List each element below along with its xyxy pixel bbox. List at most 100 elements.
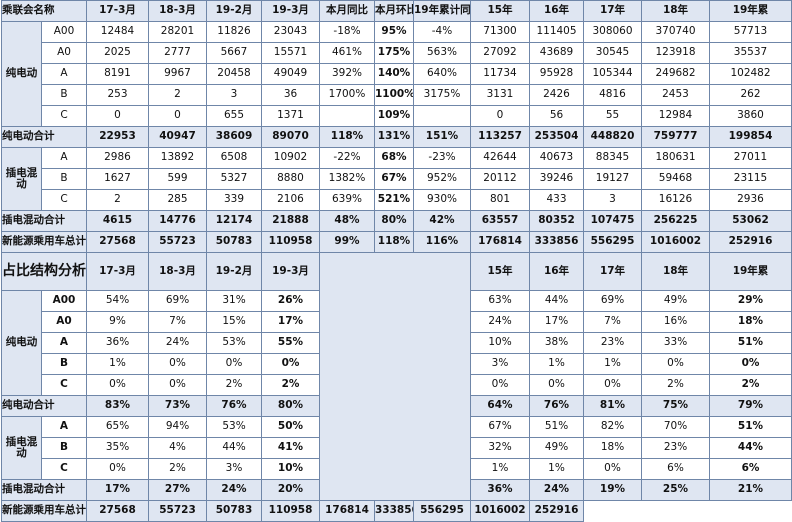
row-label: A: [41, 147, 87, 169]
share-title: 占比结构分析: [1, 252, 87, 291]
share-cell: 0%: [709, 353, 792, 375]
data-cell: 123918: [641, 42, 710, 64]
data-cell: 107475: [583, 210, 642, 232]
share-cell: 556295: [413, 500, 471, 522]
data-cell: 5327: [206, 168, 262, 190]
share-cell: 23%: [583, 332, 642, 354]
share-cell: 24%: [470, 311, 530, 333]
share-cell: 0%: [583, 458, 642, 480]
share-cell: 1016002: [470, 500, 530, 522]
row-label: C: [41, 189, 87, 211]
share-cell: 38%: [529, 332, 584, 354]
data-cell: 68%: [374, 147, 414, 169]
share-cell: 63%: [470, 290, 530, 312]
column-header: 19-3月: [261, 0, 320, 22]
column-header: 18-3月: [148, 0, 207, 22]
data-cell: 20112: [470, 168, 530, 190]
data-cell: 118%: [319, 126, 375, 148]
data-cell: 1382%: [319, 168, 375, 190]
phev-total-row: 插电混动合计 4615 14776 12174 21888 48% 80% 42% 63557 8…: [1, 210, 792, 232]
column-header: 本月环比: [374, 0, 414, 22]
data-cell: 252916: [709, 231, 792, 253]
share-phev-group-label: 插电混动: [1, 416, 42, 480]
data-cell: 392%: [319, 63, 375, 85]
share-cell: 17%: [261, 311, 320, 333]
column-header: 19-2月: [206, 0, 262, 22]
data-cell: 2453: [641, 84, 710, 106]
nev-total-row: 新能源乘用车总计 27568 55723 50783 110958 99% 118% 116%…: [1, 231, 792, 253]
data-cell: 640%: [413, 63, 471, 85]
data-cell: 111405: [529, 21, 584, 43]
share-bev-row: C 0% 0% 2% 2% 0% 0% 0% 2% 2%: [2, 374, 792, 396]
data-cell: 253504: [529, 126, 584, 148]
data-cell: 639%: [319, 189, 375, 211]
data-cell: 2: [148, 84, 207, 106]
data-cell: 4615: [86, 210, 149, 232]
data-cell: 12484: [86, 21, 149, 43]
data-cell: 9967: [148, 63, 207, 85]
share-cell: 94%: [148, 416, 207, 438]
data-cell: 71300: [470, 21, 530, 43]
share-cell: 41%: [261, 437, 320, 459]
bev-total-row-label: 纯电动合计: [1, 126, 87, 148]
data-cell: 1700%: [319, 84, 375, 106]
row-label: A00: [41, 21, 87, 43]
share-cell: 76%: [206, 395, 262, 417]
share-cell: 1%: [529, 458, 584, 480]
bev-row: C 0 0 655 1371 109% 0 56 55 12984 3860: [2, 105, 792, 127]
share-cell: 0%: [148, 374, 207, 396]
share-cell: 6%: [641, 458, 710, 480]
share-nev-total-row-label: 新能源乘用车总计: [1, 500, 87, 522]
data-cell: 59468: [641, 168, 710, 190]
share-cell: 65%: [86, 416, 149, 438]
data-cell: 43689: [529, 42, 584, 64]
share-cell: 51%: [709, 416, 792, 438]
share-cell: 50%: [261, 416, 320, 438]
share-cell: 15%: [206, 311, 262, 333]
column-header: 18年: [641, 0, 710, 22]
data-cell: 140%: [374, 63, 414, 85]
share-cell: 3%: [206, 458, 262, 480]
data-cell: 2986: [86, 147, 149, 169]
share-cell: 29%: [709, 290, 792, 312]
data-cell: 89070: [261, 126, 320, 148]
data-cell: 20458: [206, 63, 262, 85]
share-cell: 24%: [206, 479, 262, 501]
share-cell: 2%: [641, 374, 710, 396]
data-cell: 95%: [374, 21, 414, 43]
share-cell: 9%: [86, 311, 149, 333]
data-cell: 1100%: [374, 84, 414, 106]
share-cell: 64%: [470, 395, 530, 417]
column-header: 15年: [470, 252, 530, 291]
share-cell: 18%: [583, 437, 642, 459]
data-cell: 27092: [470, 42, 530, 64]
data-cell: 370740: [641, 21, 710, 43]
column-header: 19年累: [709, 0, 792, 22]
data-cell: 4816: [583, 84, 642, 106]
data-cell: 23043: [261, 21, 320, 43]
share-cell: 110958: [261, 500, 320, 522]
data-cell: 2025: [86, 42, 149, 64]
data-cell: 151%: [413, 126, 471, 148]
share-cell: 49%: [641, 290, 710, 312]
nev-total-row-label: 新能源乘用车总计: [1, 231, 87, 253]
data-cell: 35537: [709, 42, 792, 64]
header-title: 乘联会名称: [1, 0, 87, 22]
data-cell: 333856: [529, 231, 584, 253]
share-phev-row: C 0% 2% 3% 10% 1% 1% 0% 6% 6%: [2, 458, 792, 480]
share-nev-total-row: 新能源乘用车总计 27568 55723 50783 110958 176814 33385…: [1, 500, 792, 522]
share-cell: 0%: [148, 353, 207, 375]
share-cell: 80%: [261, 395, 320, 417]
row-label: A0: [41, 42, 87, 64]
share-cell: 44%: [206, 437, 262, 459]
row-label: C: [41, 105, 87, 127]
share-phev-total-row-label: 插电混动合计: [1, 479, 87, 501]
share-cell: 0%: [583, 374, 642, 396]
share-cell: 44%: [529, 290, 584, 312]
row-label: A0: [41, 311, 87, 333]
share-cell: 2%: [206, 374, 262, 396]
data-cell: 262: [709, 84, 792, 106]
column-header: 本月同比: [319, 0, 375, 22]
phev-group-label: 插电混动: [1, 147, 42, 211]
data-cell: -22%: [319, 147, 375, 169]
